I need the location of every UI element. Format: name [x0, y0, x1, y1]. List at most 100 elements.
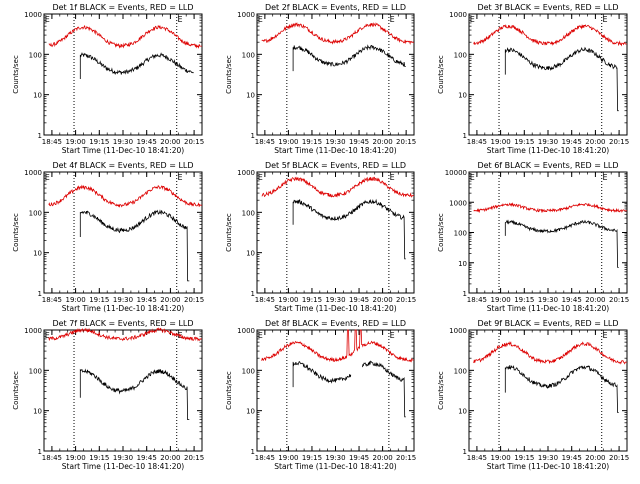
y-tick-label: 100 [242, 209, 255, 217]
x-tick-label: 19:00 [491, 296, 511, 304]
panel-title: Det 8f BLACK = Events, RED = LLD [265, 319, 406, 328]
e-marker: E [470, 15, 475, 24]
x-tick-label: 20:15 [609, 138, 629, 146]
y-tick-label: 100 [242, 51, 255, 59]
y-axis-label: Counts/sec [437, 213, 445, 252]
y-tick-label: 1000 [237, 11, 255, 19]
e-marker: E [390, 331, 395, 340]
series-line-events [292, 360, 406, 418]
panel-1: Det 1f BLACK = Events, RED = LLD 1 10 100 10… [12, 3, 204, 155]
x-tick-label: 19:15 [302, 296, 322, 304]
series-line-events [79, 209, 190, 282]
x-tick-label: 20:15 [396, 454, 416, 462]
x-tick-label: 19:30 [325, 296, 345, 304]
y-tick-label: 100 [29, 367, 42, 375]
x-tick-label: 19:45 [137, 454, 157, 462]
y-tick-label: 10 [33, 92, 42, 100]
x-axis-label: Start Time (11-Dec-10 18:41:20) [487, 146, 609, 155]
series-line-lld [261, 176, 414, 198]
panel-7: Det 7f BLACK = Events, RED = LLD 1 10 100 10… [12, 319, 204, 471]
panel-frame [468, 13, 628, 136]
e-marker: E [470, 173, 475, 182]
x-tick-label: 19:15 [302, 138, 322, 146]
panel-title: Det 9f BLACK = Events, RED = LLD [477, 319, 618, 328]
y-tick-label: 10 [33, 250, 42, 258]
x-tick-label: 20:00 [373, 138, 393, 146]
x-axis-label: Start Time (11-Dec-10 18:41:20) [274, 304, 396, 313]
x-axis-label: Start Time (11-Dec-10 18:41:20) [487, 304, 609, 313]
x-tick-label: 19:15 [302, 454, 322, 462]
x-tick-label: 20:15 [184, 454, 204, 462]
y-axis-label: Counts/sec [12, 371, 20, 410]
x-tick-label: 19:45 [562, 296, 582, 304]
y-tick-label: 10 [458, 92, 467, 100]
panel-8: Det 8f BLACK = Events, RED = LLD 1 10 100 10… [225, 319, 416, 471]
x-axis-label: Start Time (11-Dec-10 18:41:20) [62, 146, 184, 155]
x-tick-label: 19:00 [491, 454, 511, 462]
series-line-events [504, 365, 619, 413]
x-tick-label: 19:00 [278, 138, 298, 146]
series-line-lld [48, 184, 202, 208]
x-tick-label: 18:45 [467, 138, 487, 146]
series-line-lld [48, 24, 202, 49]
y-tick-label: 100 [29, 51, 42, 59]
y-tick-label: 1000 [237, 327, 255, 335]
y-tick-label: 100 [454, 51, 467, 59]
e-marker: E [178, 173, 183, 182]
x-tick-label: 18:45 [467, 454, 487, 462]
series-line-events [292, 198, 406, 260]
series-line-lld [48, 327, 202, 342]
x-tick-label: 20:00 [160, 138, 180, 146]
y-tick-label: 10 [246, 408, 255, 416]
y-tick-label: 1 [251, 448, 255, 456]
y-tick-label: 100 [242, 367, 255, 375]
series-line-lld [261, 329, 414, 363]
y-axis-label: Counts/sec [437, 55, 445, 94]
x-tick-label: 19:30 [538, 454, 558, 462]
x-tick-label: 19:30 [113, 296, 133, 304]
series-line-lld [261, 22, 414, 46]
x-axis-label: Start Time (11-Dec-10 18:41:20) [274, 146, 396, 155]
x-tick-label: 20:00 [373, 296, 393, 304]
y-tick-label: 1 [463, 448, 467, 456]
x-tick-label: 19:15 [514, 454, 534, 462]
x-tick-label: 20:00 [585, 138, 605, 146]
x-tick-label: 19:45 [349, 454, 369, 462]
e-marker: E [603, 15, 608, 24]
x-tick-label: 20:15 [184, 296, 204, 304]
panel-title: Det 6f BLACK = Events, RED = LLD [477, 161, 618, 170]
y-tick-label: 100 [454, 230, 467, 238]
series-line-lld [473, 202, 627, 214]
x-axis-label: Start Time (11-Dec-10 18:41:20) [487, 462, 609, 471]
panel-title: Det 5f BLACK = Events, RED = LLD [265, 161, 406, 170]
series-line-events [504, 46, 619, 112]
e-marker: E [178, 15, 183, 24]
e-marker: E [45, 331, 50, 340]
y-tick-label: 10 [246, 92, 255, 100]
panel-title: Det 3f BLACK = Events, RED = LLD [477, 3, 618, 12]
y-tick-label: 1 [38, 448, 42, 456]
panel-4: Det 4f BLACK = Events, RED = LLD 1 10 100 10… [12, 161, 204, 313]
series-line-lld [473, 23, 627, 47]
panel-frame [43, 171, 203, 294]
y-tick-label: 1 [251, 290, 255, 298]
e-marker: E [45, 173, 50, 182]
e-marker: E [258, 15, 263, 24]
y-tick-label: 1 [463, 290, 467, 298]
x-tick-label: 19:15 [89, 296, 109, 304]
x-tick-label: 19:45 [349, 296, 369, 304]
x-tick-label: 19:45 [349, 138, 369, 146]
y-axis-label: Counts/sec [225, 55, 233, 94]
y-tick-label: 1 [463, 132, 467, 140]
x-tick-label: 19:00 [66, 138, 86, 146]
x-tick-label: 20:15 [396, 296, 416, 304]
y-tick-label: 10 [33, 408, 42, 416]
x-tick-label: 19:00 [66, 454, 86, 462]
x-tick-label: 19:15 [89, 454, 109, 462]
y-tick-label: 100 [454, 367, 467, 375]
panel-frame [468, 329, 628, 452]
x-tick-label: 20:15 [609, 296, 629, 304]
y-axis-label: Counts/sec [225, 213, 233, 252]
x-axis-label: Start Time (11-Dec-10 18:41:20) [274, 462, 396, 471]
x-tick-label: 20:00 [585, 296, 605, 304]
